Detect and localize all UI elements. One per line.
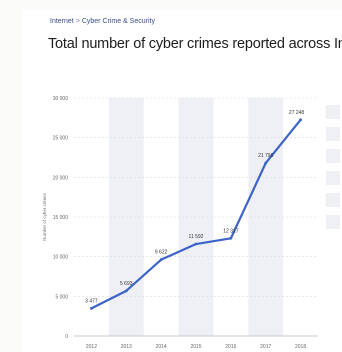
data-point [229, 236, 233, 240]
data-point [159, 258, 163, 262]
x-tick-label: 2014 [156, 344, 167, 350]
data-label: 11 592 [189, 234, 204, 240]
star-icon[interactable] [326, 127, 340, 141]
data-label: 27 248 [289, 110, 305, 116]
x-tick-label: 2013 [121, 344, 132, 350]
statistic-page: Internet > Cyber Crime & Security Total nu… [22, 10, 342, 352]
y-tick-label: 30 000 [53, 96, 69, 102]
y-tick-label: 10 000 [53, 255, 69, 261]
y-tick-label: 15 000 [53, 215, 69, 221]
data-label: 5 693 [120, 281, 133, 287]
data-label: 3 477 [85, 298, 98, 304]
data-point [194, 242, 198, 246]
y-tick-label: 20 000 [53, 175, 69, 181]
print-icon[interactable] [326, 193, 340, 207]
breadcrumb-separator: > [75, 18, 80, 25]
breadcrumb-item-cyber-crime[interactable]: Cyber Crime & Security [81, 18, 155, 25]
data-point [299, 118, 302, 122]
line-chart: 0 5 000 10 000 15 000 20 000 25 000 30 000 Numb… [42, 96, 318, 350]
x-tick-label: 2015 [190, 344, 201, 350]
data-point [90, 307, 93, 310]
side-toolbar [326, 105, 340, 229]
data-label: 9 622 [155, 250, 168, 256]
share-icon[interactable] [326, 171, 340, 185]
y-tick-label: 0 [65, 334, 68, 340]
x-tick-label: 2016 [225, 344, 236, 350]
y-axis-label: Number of cyber crimes [42, 192, 47, 241]
y-tick-label: 25 000 [53, 136, 69, 142]
x-tick-label: 2012 [86, 344, 97, 350]
y-tick-label: 5 000 [55, 294, 68, 300]
page-title: Total number of cyber crimes reported ac… [48, 36, 342, 52]
breadcrumb: Internet > Cyber Crime & Security [50, 18, 155, 25]
breadcrumb-item-internet[interactable]: Internet [50, 18, 74, 25]
bell-icon[interactable] [326, 105, 340, 119]
x-tick-label: 2017 [260, 344, 271, 350]
data-label: 12 317 [223, 228, 239, 234]
quote-icon[interactable] [326, 215, 340, 229]
x-tick-label: 2018 [295, 344, 306, 350]
data-label: 21 796 [258, 153, 274, 159]
data-point [264, 161, 268, 165]
gear-icon[interactable] [326, 149, 340, 163]
chart-band [248, 98, 284, 336]
data-point [124, 289, 128, 293]
